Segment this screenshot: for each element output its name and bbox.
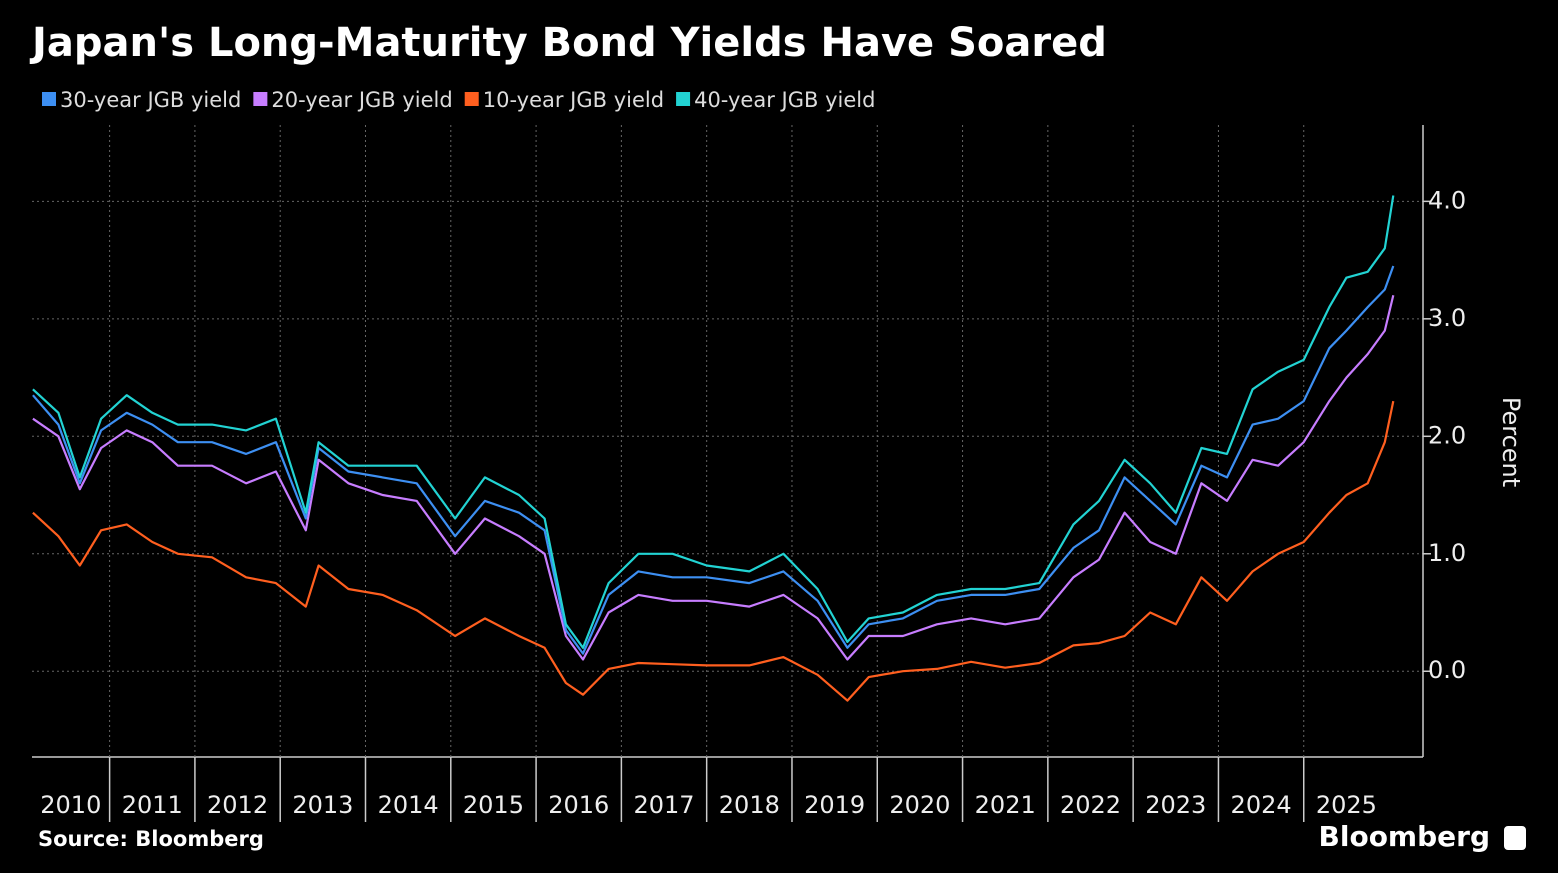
x-tick-label: 2016 bbox=[548, 791, 609, 819]
source: Source: Bloomberg bbox=[38, 827, 264, 851]
legend-label: 30-year JGB yield bbox=[60, 88, 241, 112]
x-tick-label: 2022 bbox=[1060, 791, 1121, 819]
x-tick-label: 2025 bbox=[1316, 791, 1377, 819]
x-tick-label: 2017 bbox=[633, 791, 694, 819]
x-tick-label: 2014 bbox=[378, 791, 439, 819]
x-tick-label: 2012 bbox=[207, 791, 268, 819]
legend-swatch bbox=[42, 92, 56, 106]
y-tick-label: 3.0 bbox=[1428, 304, 1466, 332]
brand: Bloomberg bbox=[1319, 820, 1490, 853]
series-line bbox=[32, 400, 1395, 702]
x-tick-label: 2018 bbox=[719, 791, 780, 819]
x-tick-label: 2013 bbox=[292, 791, 353, 819]
x-tick-label: 2023 bbox=[1145, 791, 1206, 819]
series-line bbox=[32, 265, 1395, 655]
legend-label: 10-year JGB yield bbox=[483, 88, 664, 112]
x-tick-label: 2019 bbox=[804, 791, 865, 819]
legend-swatch bbox=[253, 92, 268, 106]
x-tick-label: 2015 bbox=[463, 791, 524, 819]
brand-icon bbox=[1504, 826, 1526, 850]
x-tick-label: 2020 bbox=[889, 791, 950, 819]
x-tick-label: 2010 bbox=[40, 791, 101, 819]
series-line bbox=[32, 295, 1395, 661]
y-tick-label: 0.0 bbox=[1428, 656, 1466, 684]
legend-label: 20-year JGB yield bbox=[271, 88, 452, 112]
series-line bbox=[32, 195, 1395, 649]
y-tick-label: 2.0 bbox=[1428, 421, 1466, 449]
x-tick-label: 2021 bbox=[975, 791, 1036, 819]
y-tick-label: 1.0 bbox=[1428, 539, 1466, 567]
x-tick-label: 2011 bbox=[122, 791, 183, 819]
y-axis-label: Percent bbox=[1497, 397, 1525, 487]
chart-title: Japan's Long-Maturity Bond Yields Have S… bbox=[29, 20, 1107, 66]
legend-label: 40-year JGB yield bbox=[694, 88, 875, 112]
legend-swatch bbox=[464, 92, 479, 106]
legend-swatch bbox=[676, 92, 691, 106]
x-tick-label: 2024 bbox=[1231, 791, 1292, 819]
y-tick-label: 4.0 bbox=[1428, 186, 1466, 214]
